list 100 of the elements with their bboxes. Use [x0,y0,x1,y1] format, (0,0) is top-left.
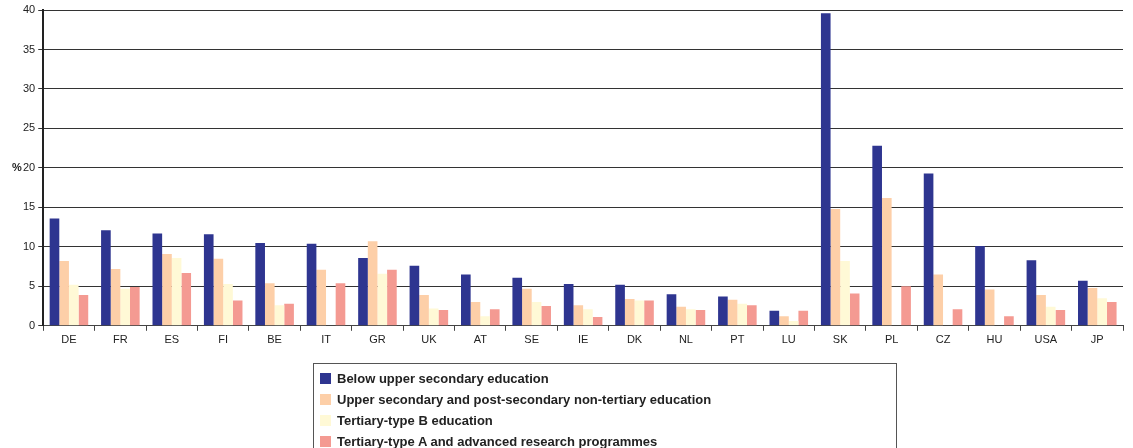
y-tick-label: 0 [29,318,36,331]
bar [695,310,706,326]
bar [1045,306,1056,326]
x-tick-label: GR [369,333,386,346]
bar [120,288,130,326]
bar [820,13,831,326]
bar [666,294,677,326]
bar [162,253,172,326]
bar [592,317,603,326]
x-tick-label: PT [730,333,745,346]
bar [522,288,532,326]
bar [923,173,934,326]
bar [1097,298,1107,326]
bar [583,309,593,326]
bar [480,316,490,326]
y-tick-label: 35 [22,42,36,55]
bar [232,300,243,326]
bar [849,293,860,326]
x-tick-label: HU [986,333,1003,346]
y-tick-label: 40 [22,3,36,16]
bar [419,295,429,326]
bar [1026,260,1037,326]
bar [110,268,121,326]
bar [316,269,327,326]
bar [881,197,892,326]
legend-label: Upper secondary and post-secondary non-tertiary education [337,392,712,407]
x-tick-label: SE [524,333,540,346]
legend-label: Below upper secondary education [337,371,549,386]
bar [428,308,439,326]
x-tick-label: CZ [935,333,951,346]
bar [387,269,397,326]
bar [531,302,542,326]
x-tick-label: UK [421,333,438,346]
y-tick-label: 25 [22,121,36,134]
x-tick-label: JP [1090,333,1104,346]
bar [727,299,738,326]
bar [171,257,182,326]
bar [130,287,140,326]
bar [101,230,111,326]
y-tick-label: 10 [22,239,36,252]
y-tick-label: 5 [29,279,36,292]
x-tick-label: FI [218,333,229,346]
bar [438,310,449,326]
bar [213,258,224,326]
x-tick-label: FR [113,333,128,346]
bar [644,300,654,326]
bar [203,234,214,326]
bar [470,302,481,326]
bar [779,316,789,326]
bar [1106,302,1117,326]
bar [335,283,346,326]
y-axis-title: % [12,160,22,173]
bar [1004,316,1014,326]
x-tick-label: USA [1034,333,1058,346]
bar [367,241,378,326]
bar [984,289,995,326]
bar [409,265,420,326]
bar [1055,310,1066,326]
bar [952,309,963,326]
bar [718,296,728,326]
bar [255,242,265,326]
bar [1036,295,1046,326]
bar [563,283,574,326]
bar [377,273,388,326]
bar [541,306,551,326]
bar [975,246,985,326]
bar [830,208,841,326]
x-tick-label: SK [832,333,849,346]
y-tick-label: 20 [22,160,36,173]
bar [358,257,368,326]
bar [901,286,911,326]
y-tick-label: 30 [22,81,36,94]
x-tick-label: LU [781,333,796,346]
y-tick-label: 15 [22,200,36,213]
bar [1087,287,1098,326]
x-tick-label: IT [321,333,332,346]
bar [461,274,471,326]
bar [152,233,163,326]
x-tick-label: ES [164,333,180,346]
bar [769,310,780,326]
bar [747,305,757,326]
bar [489,309,500,326]
x-tick-label: NL [678,333,693,346]
bar [274,305,285,326]
bar [264,283,275,326]
bar [872,145,882,326]
bar [181,272,192,326]
x-tick-label: DE [61,333,77,346]
bar [798,310,809,326]
bar [676,306,686,326]
x-tick-label: BE [267,333,282,346]
x-tick-label: DK [626,333,643,346]
bar [624,298,635,326]
bar [49,218,60,326]
bar [737,303,748,326]
x-tick-label: AT [473,333,488,346]
bar [685,309,696,326]
bar [1078,280,1088,326]
x-tick-label: PL [884,333,899,346]
bar [306,243,317,326]
